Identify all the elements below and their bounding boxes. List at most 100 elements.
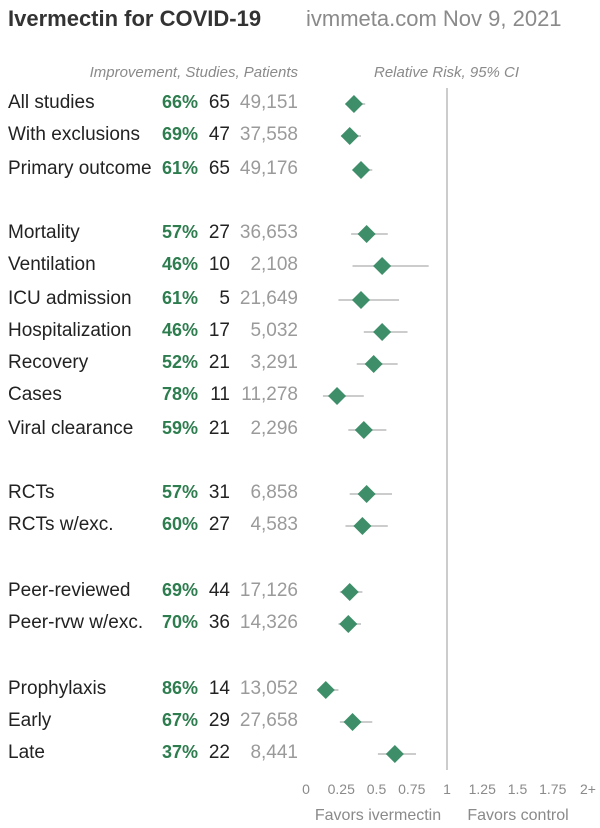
rr-marker	[353, 517, 372, 535]
rr-marker	[316, 681, 335, 699]
improvement-value: 61%	[161, 158, 198, 178]
rr-marker	[343, 713, 362, 731]
studies-count: 31	[208, 482, 230, 503]
row-label: ICU admission	[8, 288, 132, 309]
improvement-value: 60%	[161, 514, 198, 534]
patients-count: 49,151	[239, 92, 298, 113]
x-tick-label: 1.75	[539, 781, 566, 797]
studies-count: 47	[208, 124, 230, 145]
row-label: Peer-reviewed	[8, 580, 131, 601]
x-tick-label: 0.25	[328, 781, 355, 797]
row-label: All studies	[8, 92, 95, 113]
patients-count: 5,032	[250, 320, 298, 341]
patients-count: 37,558	[239, 124, 298, 145]
patients-count: 6,858	[250, 482, 298, 503]
chart-subtitle: ivmmeta.com Nov 9, 2021	[306, 6, 562, 31]
studies-count: 36	[208, 612, 230, 633]
rr-marker	[364, 355, 383, 373]
patients-count: 17,126	[239, 580, 298, 601]
rr-marker	[328, 387, 347, 405]
studies-count: 14	[208, 678, 230, 699]
x-tick-label: 0.75	[398, 781, 425, 797]
patients-count: 4,583	[250, 514, 298, 535]
rr-marker	[354, 421, 373, 439]
x-tick-label: 0.5	[367, 781, 387, 797]
studies-count: 22	[208, 742, 230, 763]
improvement-value: 52%	[161, 352, 198, 372]
row-label: Recovery	[8, 352, 89, 373]
row-label: Early	[8, 710, 52, 731]
improvement-value: 57%	[161, 482, 198, 502]
studies-count: 65	[208, 158, 230, 179]
rr-marker	[385, 745, 404, 763]
studies-count: 21	[208, 418, 230, 439]
studies-count: 27	[208, 514, 230, 535]
improvement-value: 46%	[161, 254, 198, 274]
row-label: RCTs	[8, 482, 55, 503]
improvement-value: 37%	[161, 742, 198, 762]
favors-control-label: Favors control	[467, 807, 568, 824]
improvement-value: 78%	[161, 384, 198, 404]
rr-marker	[351, 161, 370, 179]
patients-count: 11,278	[241, 384, 298, 405]
patients-count: 14,326	[239, 612, 298, 633]
patients-count: 2,296	[250, 418, 298, 439]
rr-marker	[357, 485, 376, 503]
patients-count: 49,176	[239, 158, 298, 179]
row-label: Hospitalization	[8, 320, 132, 341]
studies-count: 17	[208, 320, 230, 341]
row-label: Mortality	[8, 222, 80, 243]
right-column-header: Relative Risk, 95% CI	[374, 64, 520, 81]
improvement-value: 86%	[161, 678, 198, 698]
patients-count: 8,441	[250, 742, 298, 763]
studies-count: 5	[219, 288, 230, 309]
improvement-value: 46%	[161, 320, 198, 340]
x-tick-label: 0	[302, 781, 310, 797]
row-label: Late	[8, 742, 45, 763]
improvement-value: 66%	[161, 92, 198, 112]
improvement-value: 69%	[161, 124, 198, 144]
rr-marker	[373, 323, 392, 341]
row-label: RCTs w/exc.	[8, 514, 114, 535]
x-tick-label: 1	[443, 781, 451, 797]
patients-count: 21,649	[239, 288, 298, 309]
left-column-header: Improvement, Studies, Patients	[89, 64, 298, 81]
x-tick-label: 2+	[580, 781, 596, 797]
improvement-value: 61%	[161, 288, 198, 308]
studies-count: 27	[208, 222, 230, 243]
improvement-value: 69%	[161, 580, 198, 600]
patients-count: 13,052	[239, 678, 298, 699]
patients-count: 3,291	[250, 352, 298, 373]
x-tick-label: 1.5	[508, 781, 528, 797]
rr-marker	[339, 615, 358, 633]
chart-title: Ivermectin for COVID-19	[8, 6, 262, 31]
x-tick-label: 1.25	[469, 781, 496, 797]
improvement-value: 70%	[161, 612, 198, 632]
row-label: With exclusions	[8, 124, 140, 145]
improvement-value: 67%	[161, 710, 198, 730]
row-label: Peer-rvw w/exc.	[8, 612, 144, 633]
row-label: Prophylaxis	[8, 678, 107, 699]
row-label: Viral clearance	[8, 418, 134, 439]
studies-count: 44	[208, 580, 230, 601]
studies-count: 10	[208, 254, 230, 275]
patients-count: 2,108	[250, 254, 298, 275]
studies-count: 29	[208, 710, 230, 731]
row-label: Ventilation	[8, 254, 96, 275]
patients-count: 36,653	[239, 222, 298, 243]
rr-marker	[344, 95, 363, 113]
favors-ivermectin-label: Favors ivermectin	[315, 807, 441, 824]
row-label: Primary outcome	[8, 158, 152, 179]
studies-count: 21	[208, 352, 230, 373]
row-label: Cases	[8, 384, 62, 405]
improvement-value: 59%	[161, 418, 198, 438]
rr-marker	[351, 291, 370, 309]
rr-marker	[340, 127, 359, 145]
improvement-value: 57%	[161, 222, 198, 242]
studies-count: 65	[208, 92, 230, 113]
patients-count: 27,658	[239, 710, 298, 731]
rr-marker	[373, 257, 392, 275]
rr-marker	[357, 225, 376, 243]
studies-count: 11	[210, 384, 230, 405]
